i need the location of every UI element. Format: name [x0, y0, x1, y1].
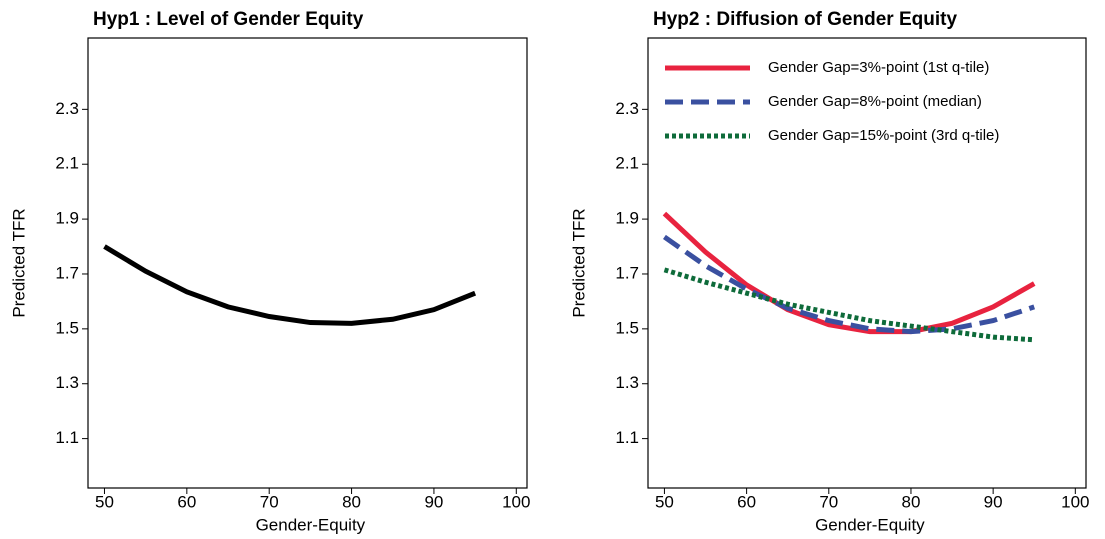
y-tick-label: 2.1: [615, 154, 639, 173]
y-tick-label: 1.1: [615, 428, 639, 447]
y-axis-label: Predicted TFR: [569, 208, 588, 317]
series-line: [103, 244, 477, 326]
y-tick-label: 2.3: [55, 99, 79, 118]
y-tick-label: 2.1: [55, 154, 79, 173]
x-tick-label: 90: [984, 492, 1003, 511]
y-tick-label: 1.7: [55, 263, 79, 282]
plot-frame: [87, 37, 528, 489]
y-axis-label: Predicted TFR: [9, 208, 28, 317]
x-tick-label: 60: [177, 492, 196, 511]
x-tick-label: 70: [819, 492, 838, 511]
y-tick-label: 1.5: [615, 318, 639, 337]
x-tick-label: 100: [1061, 492, 1089, 511]
series-line: [663, 267, 1035, 343]
x-tick-label: 100: [502, 492, 530, 511]
x-tick-label: 50: [95, 492, 114, 511]
x-axis-label: Gender-Equity: [815, 515, 925, 534]
y-tick-label: 1.5: [55, 318, 79, 337]
x-tick-label: 70: [260, 492, 279, 511]
y-tick-label: 1.9: [55, 209, 79, 228]
y-tick-label: 1.1: [55, 428, 79, 447]
series-line: [662, 211, 1036, 335]
panel-title: Hyp2 : Diffusion of Gender Equity: [653, 9, 957, 30]
x-axis-label: Gender-Equity: [256, 515, 366, 534]
x-tick-label: 80: [342, 492, 361, 511]
y-tick-label: 1.9: [615, 209, 639, 228]
x-tick-label: 90: [424, 492, 443, 511]
legend-label: Gender Gap=3%-point (1st q-tile): [768, 59, 989, 76]
y-tick-label: 1.7: [615, 263, 639, 282]
y-tick-label: 1.3: [55, 373, 79, 392]
y-tick-label: 1.3: [615, 373, 639, 392]
plot-frame: [647, 37, 1087, 489]
x-tick-label: 50: [655, 492, 674, 511]
legend-label: Gender Gap=15%-point (3rd q-tile): [768, 127, 999, 144]
y-tick-label: 2.3: [615, 99, 639, 118]
legend-label: Gender Gap=8%-point (median): [768, 93, 982, 110]
x-tick-label: 60: [737, 492, 756, 511]
panel-title: Hyp1 : Level of Gender Equity: [93, 9, 364, 30]
x-tick-label: 80: [902, 492, 921, 511]
